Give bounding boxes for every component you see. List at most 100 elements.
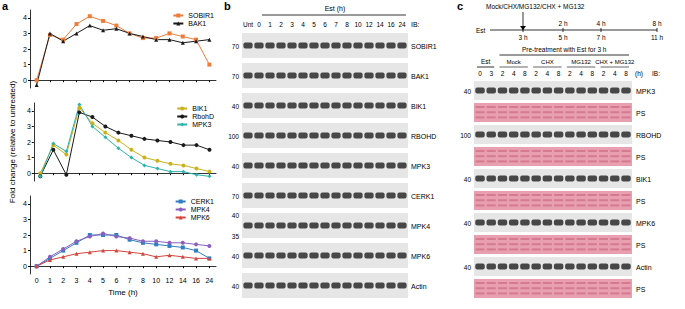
svg-text:MPK6: MPK6 [636, 220, 655, 227]
svg-text:3: 3 [23, 216, 27, 223]
svg-text:Mock/CHX/MG132/CHX + MG132: Mock/CHX/MG132/CHX + MG132 [486, 3, 585, 10]
svg-text:CHX + MG132: CHX + MG132 [595, 59, 635, 65]
svg-text:1: 1 [48, 277, 52, 284]
svg-text:7 h: 7 h [596, 34, 605, 41]
svg-text:MPK3: MPK3 [192, 121, 211, 128]
svg-text:4: 4 [613, 70, 617, 77]
svg-text:40: 40 [232, 212, 240, 219]
svg-text:Time (h): Time (h) [108, 288, 138, 297]
svg-text:3: 3 [75, 277, 79, 284]
svg-text:35: 35 [232, 233, 240, 240]
svg-text:MPK4: MPK4 [411, 223, 430, 230]
svg-text:3 h: 3 h [518, 34, 527, 41]
svg-text:a: a [2, 0, 9, 12]
svg-text:3: 3 [489, 70, 493, 77]
svg-text:CERK1: CERK1 [411, 193, 434, 200]
svg-text:8: 8 [345, 21, 349, 28]
svg-text:7: 7 [334, 21, 338, 28]
svg-text:2: 2 [501, 70, 505, 77]
svg-text:4: 4 [88, 277, 92, 284]
svg-text:Mock: Mock [507, 59, 522, 65]
svg-text:2: 2 [602, 70, 606, 77]
svg-text:24: 24 [398, 21, 406, 28]
svg-text:4: 4 [579, 70, 583, 77]
svg-text:SOBIR1: SOBIR1 [188, 12, 214, 19]
svg-text:IB:: IB: [652, 70, 660, 77]
svg-text:MPK4: MPK4 [191, 206, 210, 213]
svg-text:8: 8 [590, 70, 594, 77]
svg-text:MPK3: MPK3 [636, 88, 655, 95]
svg-text:Actin: Actin [636, 264, 652, 271]
svg-text:40: 40 [464, 264, 472, 271]
svg-text:PS: PS [636, 198, 646, 205]
svg-text:MPK3: MPK3 [411, 163, 430, 170]
svg-text:PS: PS [636, 242, 646, 249]
svg-text:8: 8 [557, 70, 561, 77]
svg-text:6: 6 [323, 21, 327, 28]
svg-text:PS: PS [636, 286, 646, 293]
svg-text:MPK6: MPK6 [411, 253, 430, 260]
svg-text:2: 2 [61, 277, 65, 284]
svg-text:BIK1: BIK1 [192, 105, 207, 112]
svg-text:b: b [224, 0, 231, 12]
svg-text:7: 7 [128, 277, 132, 284]
svg-text:14: 14 [376, 21, 384, 28]
svg-text:2 h: 2 h [558, 20, 567, 27]
svg-text:CHX: CHX [541, 59, 554, 65]
svg-text:12: 12 [166, 277, 174, 284]
svg-text:RbohD: RbohD [192, 113, 214, 120]
svg-text:3: 3 [23, 30, 27, 37]
svg-text:RBOHD: RBOHD [411, 133, 436, 140]
svg-text:0: 0 [23, 263, 27, 270]
svg-text:1: 1 [268, 21, 272, 28]
svg-text:11 h: 11 h [651, 34, 664, 41]
svg-text:0: 0 [35, 277, 39, 284]
svg-text:2: 2 [279, 21, 283, 28]
svg-text:5 h: 5 h [558, 34, 567, 41]
svg-text:40: 40 [464, 176, 472, 183]
svg-text:2: 2 [568, 70, 572, 77]
svg-text:8: 8 [141, 277, 145, 284]
svg-text:IB:: IB: [411, 21, 420, 28]
svg-text:1: 1 [23, 247, 27, 254]
svg-text:Unt: Unt [243, 21, 253, 28]
svg-text:CERK1: CERK1 [191, 198, 214, 205]
svg-text:MPK6: MPK6 [191, 214, 210, 221]
svg-text:Est: Est [481, 58, 491, 65]
svg-text:70: 70 [232, 73, 240, 80]
svg-text:40: 40 [232, 253, 240, 260]
svg-text:PS: PS [636, 154, 646, 161]
svg-text:4: 4 [23, 200, 27, 207]
svg-text:RBOHD: RBOHD [636, 132, 661, 139]
svg-text:4: 4 [546, 70, 550, 77]
svg-text:6: 6 [114, 277, 118, 284]
svg-text:40: 40 [232, 163, 240, 170]
svg-text:0: 0 [23, 77, 27, 84]
svg-text:2: 2 [23, 46, 27, 53]
svg-text:BIK1: BIK1 [636, 176, 651, 183]
svg-text:Actin: Actin [411, 283, 427, 290]
svg-text:2: 2 [27, 139, 31, 146]
svg-text:Pre-treatment with Est for 3 h: Pre-treatment with Est for 3 h [522, 46, 607, 53]
svg-text:2: 2 [23, 232, 27, 239]
svg-text:4: 4 [512, 70, 516, 77]
svg-text:0: 0 [257, 21, 261, 28]
svg-text:BIK1: BIK1 [411, 103, 426, 110]
svg-text:Est: Est [476, 27, 486, 34]
svg-text:c: c [457, 0, 463, 12]
svg-text:16: 16 [192, 277, 200, 284]
svg-text:40: 40 [464, 88, 472, 95]
svg-text:4: 4 [23, 14, 27, 21]
svg-text:1: 1 [27, 154, 31, 161]
svg-text:BAK1: BAK1 [188, 20, 206, 27]
svg-text:8 h: 8 h [652, 20, 661, 27]
svg-text:40: 40 [232, 103, 240, 110]
svg-text:PS: PS [636, 110, 646, 117]
svg-text:40: 40 [232, 283, 240, 290]
svg-text:4: 4 [27, 107, 31, 114]
svg-text:3: 3 [27, 123, 31, 130]
svg-text:MG132: MG132 [571, 59, 591, 65]
svg-text:24: 24 [205, 277, 213, 284]
svg-text:16: 16 [387, 21, 395, 28]
svg-text:1: 1 [23, 61, 27, 68]
